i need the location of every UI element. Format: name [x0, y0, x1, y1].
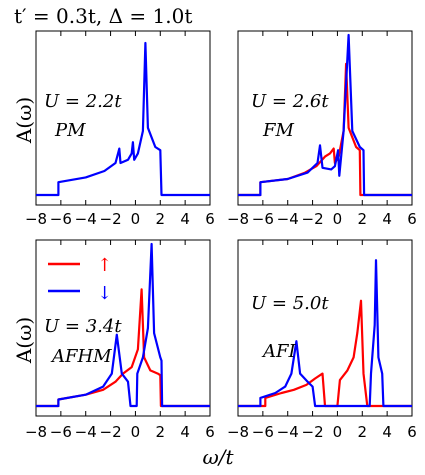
x-tick-label: −4: [277, 423, 299, 441]
y-axis-label-bottom: A(ω): [12, 317, 36, 364]
series-line-down: [238, 33, 412, 197]
x-tick-label: −2: [100, 210, 122, 228]
x-tick-label: −2: [100, 423, 122, 441]
plot-frame: [35, 239, 211, 417]
x-tick-label: 0: [333, 210, 343, 228]
figure-title: t′ = 0.3t, Δ = 1.0t: [14, 4, 192, 28]
x-tick-label: −2: [302, 210, 324, 228]
legend-label-up: ↑: [97, 255, 112, 276]
x-tick-label: −8: [227, 423, 249, 441]
x-tick-label: −4: [75, 210, 97, 228]
panel-1: −8 −6 −4 −2 0 2 4 6 U = 2.2t PM: [25, 30, 215, 228]
panel-annotation: PM: [54, 120, 86, 141]
x-tick-label: −6: [50, 423, 72, 441]
x-tick-label: 4: [382, 423, 392, 441]
panel-annotation: AFHM: [50, 346, 112, 367]
x-tick-label: −8: [25, 423, 47, 441]
x-tick-label: 6: [205, 210, 215, 228]
panel-annotation: AFI: [261, 341, 296, 362]
x-tick-label: 0: [333, 423, 343, 441]
plot-frame: [237, 239, 413, 417]
series-line-down: [36, 41, 210, 197]
x-tick-label: −6: [252, 210, 274, 228]
legend-label-down: ↓: [97, 283, 112, 304]
x-tick-label: 0: [131, 210, 141, 228]
x-tick-label: −4: [75, 423, 97, 441]
plot-frame: [237, 30, 413, 206]
x-tick-label: 2: [156, 423, 166, 441]
x-tick-label: 2: [156, 210, 166, 228]
panel-annotation: U = 2.6t: [251, 91, 329, 112]
x-axis-label: ω/t: [202, 445, 234, 469]
legend: ↑↓: [48, 255, 112, 304]
x-tick-label: 4: [180, 423, 190, 441]
x-tick-label: −6: [50, 210, 72, 228]
x-tick-label: 4: [180, 210, 190, 228]
x-tick-label: −6: [252, 423, 274, 441]
y-axis-label-top: A(ω): [12, 97, 36, 144]
panel-annotation: U = 3.4t: [44, 316, 122, 337]
series-line-down: [238, 259, 412, 408]
x-tick-label: 2: [358, 210, 368, 228]
x-tick-label: 6: [407, 423, 417, 441]
x-tick-label: 6: [407, 210, 417, 228]
series-line-down: [36, 242, 210, 408]
x-tick-label: 0: [131, 423, 141, 441]
plot-frame: [35, 30, 211, 206]
x-tick-label: 2: [358, 423, 368, 441]
x-tick-label: −8: [25, 210, 47, 228]
x-tick-label: 6: [205, 423, 215, 441]
panel-annotation: U = 5.0t: [251, 293, 329, 314]
panel-2: −8 −6 −4 −2 0 2 4 6 U = 2.6t FM: [227, 30, 417, 228]
x-tick-label: −8: [227, 210, 249, 228]
x-tick-label: −4: [277, 210, 299, 228]
panel-annotation: FM: [262, 120, 294, 141]
x-tick-label: 4: [382, 210, 392, 228]
x-tick-label: −2: [302, 423, 324, 441]
panel-4: −8 −6 −4 −2 0 2 4 6 U = 5.0t AFI: [227, 239, 417, 441]
panel-annotation: U = 2.2t: [44, 91, 122, 112]
